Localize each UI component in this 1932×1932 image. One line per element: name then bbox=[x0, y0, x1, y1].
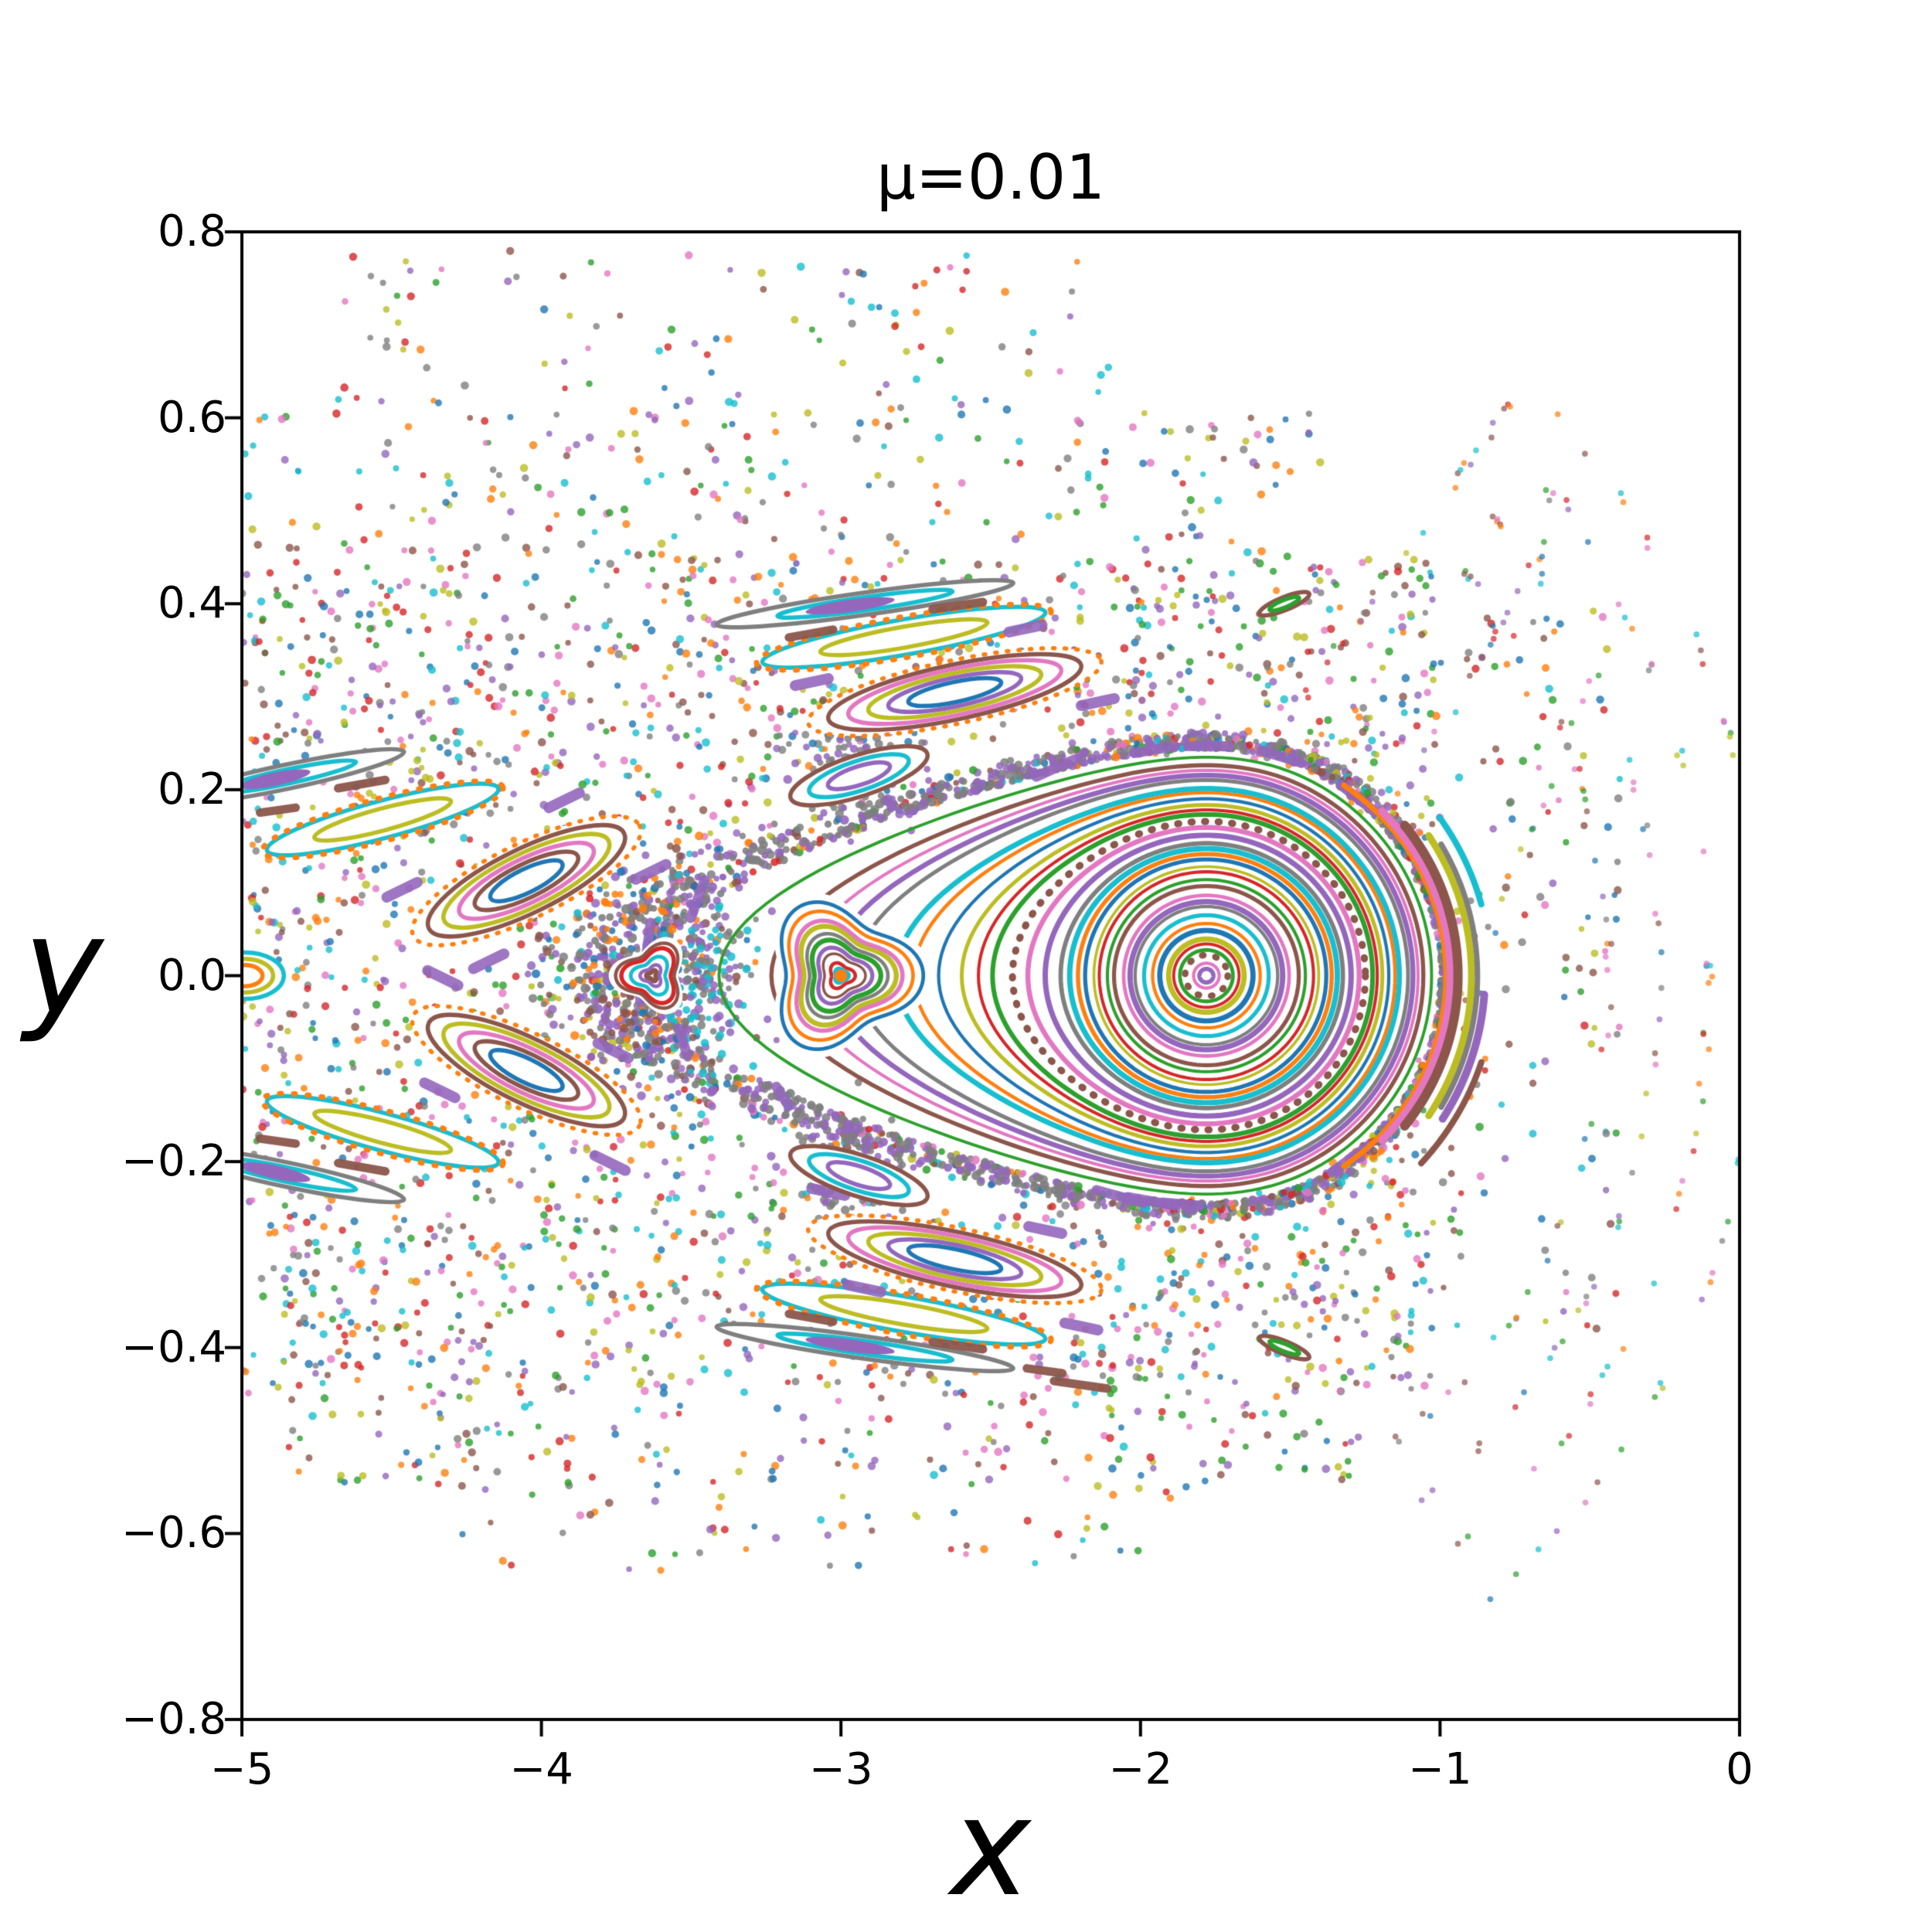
x-tick-label: 0 bbox=[1726, 1744, 1753, 1794]
y-tick-label: −0.4 bbox=[121, 1321, 226, 1372]
y-tick-label: 0.0 bbox=[157, 950, 226, 1001]
y-tick-label: 0.8 bbox=[157, 206, 226, 257]
y-tick-label: −0.6 bbox=[121, 1508, 226, 1559]
y-tick-label: −0.8 bbox=[121, 1694, 226, 1744]
x-tick-label: −1 bbox=[1408, 1744, 1472, 1794]
y-tick-label: 0.2 bbox=[157, 764, 226, 815]
y-tick-label: 0.6 bbox=[157, 392, 226, 443]
x-axis-label: x bbox=[951, 1770, 1031, 1927]
y-axis-label: y bbox=[23, 889, 104, 1046]
x-tick-label: −5 bbox=[209, 1744, 274, 1794]
x-tick-label: −4 bbox=[509, 1744, 573, 1794]
x-tick-label: −2 bbox=[1108, 1744, 1173, 1794]
x-tick-label: −3 bbox=[808, 1744, 873, 1794]
plot-title: μ=0.01 bbox=[876, 141, 1106, 213]
y-tick-label: −0.2 bbox=[121, 1136, 226, 1187]
y-tick-label: 0.4 bbox=[157, 578, 226, 629]
